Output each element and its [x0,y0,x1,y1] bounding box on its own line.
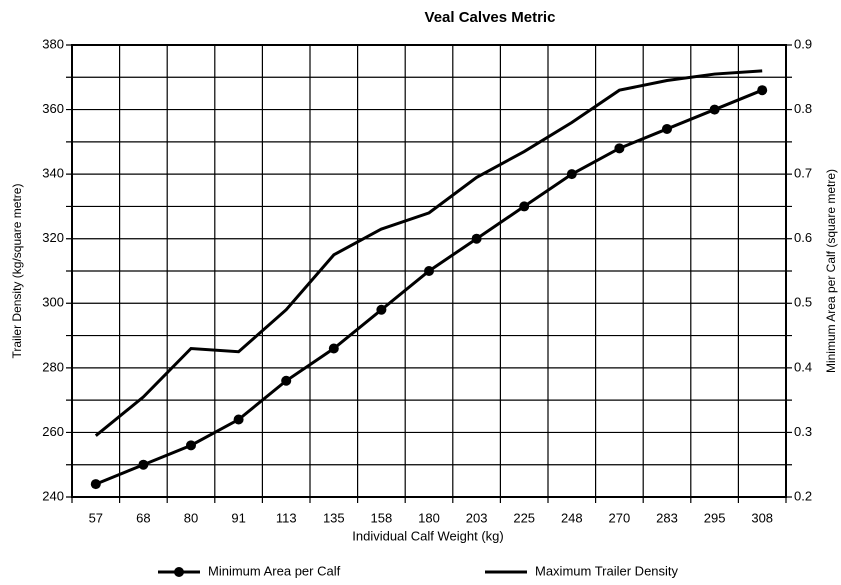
marker [519,201,530,212]
marker [614,143,625,154]
legend-marker [174,567,184,577]
chart-title: Veal Calves Metric [425,9,556,26]
x-tick-label: 68 [136,510,150,525]
marker [662,123,672,134]
y2-tick-label: 0.2 [794,488,812,503]
x-tick-label: 295 [704,510,726,525]
x-tick-label: 80 [184,510,198,525]
marker [281,375,292,386]
x-tick-label: 135 [323,510,345,525]
y-tick-label: 240 [42,488,64,503]
y-tick-label: 340 [42,166,64,181]
y2-tick-label: 0.3 [794,424,812,439]
marker [709,104,720,115]
y2-tick-label: 0.4 [794,359,812,374]
x-tick-label: 248 [561,510,583,525]
y2-tick-label: 0.7 [794,166,812,181]
marker [138,459,149,470]
marker [233,414,244,425]
x-tick-label: 270 [609,510,631,525]
y-tick-label: 360 [42,101,64,116]
y-axis-label: Trailer Density (kg/square metre) [10,184,24,359]
marker [471,233,482,244]
y-tick-label: 260 [42,424,64,439]
y-tick-label: 280 [42,359,64,374]
series-line [94,69,763,437]
x-tick-label: 283 [656,510,678,525]
marker [566,169,577,180]
x-tick-label: 158 [371,510,393,525]
y2-tick-label: 0.5 [794,295,812,310]
y2-axis-label: Minimum Area per Calf (square metre) [824,169,838,373]
x-tick-label: 57 [89,510,103,525]
series-line [95,88,763,486]
marker [90,479,101,490]
y2-tick-label: 0.6 [794,230,812,245]
x-tick-label: 225 [513,510,535,525]
marker [186,440,196,451]
y2-tick-label: 0.9 [794,36,812,51]
legend-label: Maximum Trailer Density [535,563,679,578]
x-tick-label: 203 [466,510,488,525]
marker [376,304,387,315]
x-axis-label: Individual Calf Weight (kg) [352,528,504,543]
y-tick-label: 320 [42,230,64,245]
x-tick-label: 180 [418,510,440,525]
y2-tick-label: 0.8 [794,101,812,116]
x-tick-label: 113 [276,510,297,525]
marker [757,85,768,96]
legend-label: Minimum Area per Calf [208,563,341,578]
x-tick-label: 91 [231,510,245,525]
marker [424,266,434,276]
plot-frame [71,44,787,498]
y-tick-label: 300 [42,295,64,310]
y-tick-label: 380 [42,36,64,51]
marker [328,343,339,354]
x-tick-label: 308 [751,510,773,525]
